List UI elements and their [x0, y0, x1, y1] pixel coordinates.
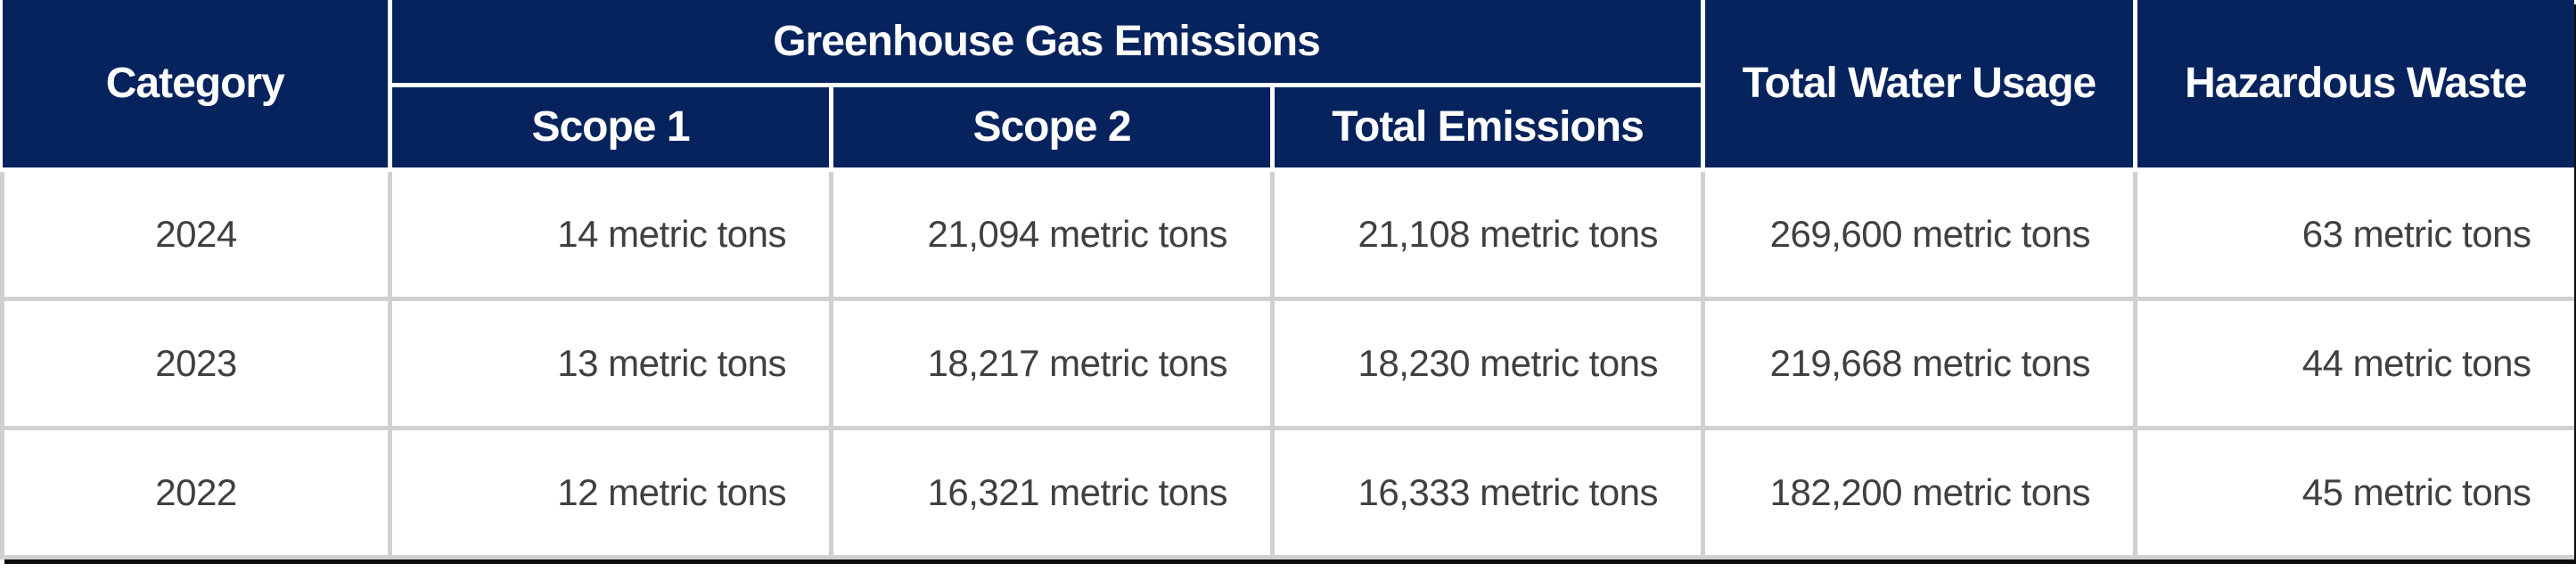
esg-metrics-table: Category Greenhouse Gas Emissions Total …: [0, 0, 2574, 559]
table-row-2024: 2024 14 metric tons 21,094 metric tons 2…: [0, 169, 2574, 301]
cell-hazardous: 63 metric tons: [2133, 169, 2574, 301]
cell-scope2: 21,094 metric tons: [829, 169, 1275, 301]
cell-scope2: 18,217 metric tons: [829, 296, 1275, 430]
table-body: 2024 14 metric tons 21,094 metric tons 2…: [0, 169, 2574, 559]
col-header-scope1: Scope 1: [388, 82, 833, 172]
col-header-total-emissions: Total Emissions: [1269, 82, 1706, 172]
table-row-2022: 2022 12 metric tons 16,321 metric tons 1…: [0, 425, 2574, 559]
col-header-category: Category: [2, 0, 392, 172]
col-header-water: Total Water Usage: [1701, 0, 2138, 172]
cell-total-emissions: 21,108 metric tons: [1269, 169, 1706, 301]
cell-year: 2024: [0, 169, 392, 301]
cell-year: 2023: [0, 296, 392, 430]
cell-year: 2022: [0, 425, 392, 559]
cell-hazardous: 44 metric tons: [2133, 296, 2574, 430]
col-header-ghg-group: Greenhouse Gas Emissions: [387, 0, 1706, 87]
table-row-2023: 2023 13 metric tons 18,217 metric tons 1…: [0, 296, 2574, 430]
cell-total-emissions: 18,230 metric tons: [1269, 296, 1706, 430]
cell-water: 219,668 metric tons: [1701, 296, 2138, 430]
cell-scope1: 14 metric tons: [388, 169, 833, 301]
cell-scope1: 12 metric tons: [388, 425, 833, 559]
col-header-hazardous: Hazardous Waste: [2133, 0, 2574, 172]
cell-scope2: 16,321 metric tons: [829, 425, 1275, 559]
cell-scope1: 13 metric tons: [388, 296, 833, 430]
table-header: Category Greenhouse Gas Emissions Total …: [2, 0, 2574, 172]
col-header-scope2: Scope 2: [829, 82, 1275, 172]
cell-water: 182,200 metric tons: [1701, 425, 2138, 559]
cell-water: 269,600 metric tons: [1701, 169, 2138, 301]
cell-hazardous: 45 metric tons: [2133, 425, 2574, 559]
cell-total-emissions: 16,333 metric tons: [1269, 425, 1706, 559]
